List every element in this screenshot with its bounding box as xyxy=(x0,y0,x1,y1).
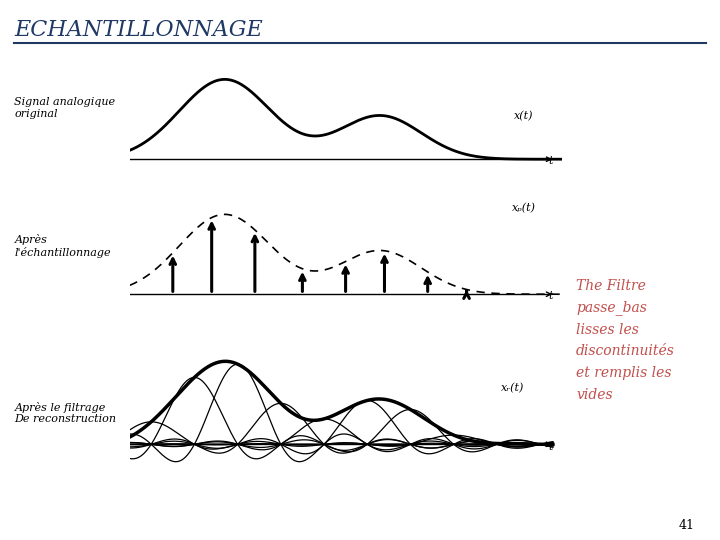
Text: xₚ(t): xₚ(t) xyxy=(512,202,536,213)
Text: 41: 41 xyxy=(679,519,695,532)
Text: t: t xyxy=(549,442,553,453)
Text: t: t xyxy=(549,291,553,301)
Text: xᵣ(t): xᵣ(t) xyxy=(501,383,524,393)
Text: Après
l'échantillonnage: Après l'échantillonnage xyxy=(14,234,111,258)
Text: Signal analogique
original: Signal analogique original xyxy=(14,97,115,119)
Text: t: t xyxy=(549,156,553,166)
Text: Après le filtrage
De reconstruction: Après le filtrage De reconstruction xyxy=(14,402,117,424)
Text: ECHANTILLONNAGE: ECHANTILLONNAGE xyxy=(14,19,263,41)
Text: x(t): x(t) xyxy=(514,111,534,122)
Text: The Filtre
passe_bas
lisses les
discontinuités
et remplis les
vides: The Filtre passe_bas lisses les disconti… xyxy=(576,279,675,402)
